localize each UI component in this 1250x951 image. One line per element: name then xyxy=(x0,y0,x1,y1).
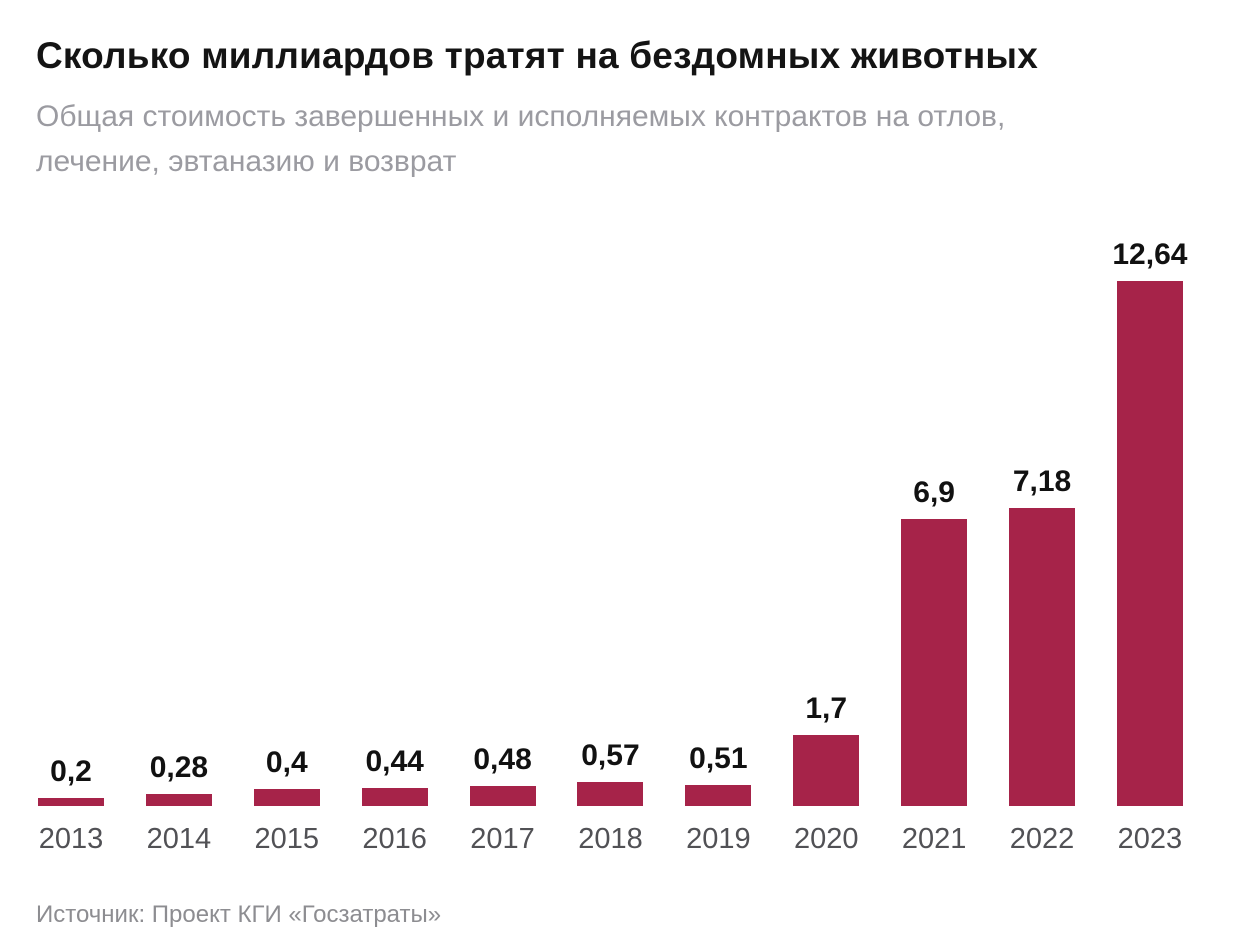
bar-chart: 0,2 2013 0,28 2014 0,4 2015 0,44 2016 0,48 2017 0,… xyxy=(36,237,1214,856)
bar-value-label: 0,4 xyxy=(265,746,308,779)
bar xyxy=(793,735,860,806)
chart-subtitle-line-1: Общая стоимость завершенных и исполняемы… xyxy=(36,100,1006,133)
bar-value-label: 1,7 xyxy=(805,692,848,725)
bar-value-label: 6,9 xyxy=(913,476,955,509)
chart-subtitle-line-2: лечение, эвтаназию и возврат xyxy=(36,145,457,178)
bar-value-label: 0,51 xyxy=(689,742,748,775)
x-axis-label: 2016 xyxy=(362,823,427,855)
bar-column: 0,51 2019 xyxy=(685,237,752,856)
bar-column: 0,4 2015 xyxy=(253,237,320,856)
bar xyxy=(253,789,320,806)
x-axis-label: 2015 xyxy=(254,823,320,855)
bar-column: 7,18 2022 xyxy=(1009,237,1076,856)
bar-value-label: 7,18 xyxy=(1012,465,1072,498)
bar-column: 0,57 2018 xyxy=(577,237,644,856)
bar-column: 12,64 2023 xyxy=(1112,237,1187,856)
bar-value-label: 0,48 xyxy=(473,743,532,776)
bar-value-label: 12,64 xyxy=(1112,238,1188,271)
bar xyxy=(685,785,752,806)
bar xyxy=(1116,281,1183,806)
bar-column: 6,9 2021 xyxy=(901,237,968,856)
x-axis-label: 2013 xyxy=(38,823,104,855)
chart-title: Сколько миллиардов тратят на бездомных ж… xyxy=(36,35,1039,76)
x-axis-label: 2021 xyxy=(901,823,967,855)
x-axis-label: 2020 xyxy=(793,823,859,855)
bar xyxy=(361,788,428,806)
source-caption: Источник: Проект КГИ «Госзатраты» xyxy=(36,901,442,928)
bar-value-label: 0,44 xyxy=(365,745,424,778)
x-axis-label: 2023 xyxy=(1117,823,1183,855)
bar xyxy=(469,786,536,806)
bar-column: 0,48 2017 xyxy=(469,237,536,856)
x-axis-label: 2014 xyxy=(146,823,212,855)
x-axis-label: 2022 xyxy=(1009,823,1075,855)
bar-column: 1,7 2020 xyxy=(793,237,860,856)
x-axis-label: 2018 xyxy=(578,823,643,855)
bar xyxy=(577,782,644,806)
bar xyxy=(901,519,968,806)
bar-column: 0,44 2016 xyxy=(361,237,428,856)
x-axis-label: 2017 xyxy=(470,823,535,855)
bar-value-label: 0,57 xyxy=(581,739,640,772)
bar-value-label: 0,28 xyxy=(149,751,209,784)
bar-column: 0,2 2013 xyxy=(38,237,104,856)
chart-subtitle: Общая стоимость завершенных и исполняемы… xyxy=(36,94,1214,184)
bar xyxy=(1009,508,1076,806)
bar-column: 0,28 2014 xyxy=(145,237,212,856)
x-axis-label: 2019 xyxy=(686,823,751,855)
bar-value-label: 0,2 xyxy=(50,755,92,788)
bar xyxy=(145,794,212,806)
bar xyxy=(38,798,104,806)
